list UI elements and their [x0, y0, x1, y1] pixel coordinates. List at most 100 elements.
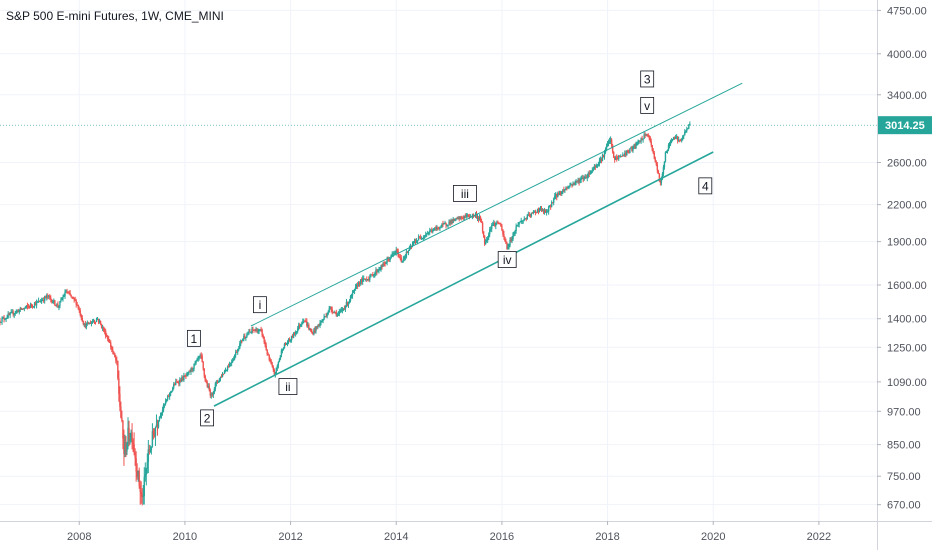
y-tick-label: 970.00 [887, 406, 921, 418]
candle-body [353, 288, 356, 291]
candle-body [11, 311, 13, 313]
candle-body [207, 386, 209, 388]
y-tick-label: 1600.00 [887, 280, 927, 292]
candle-body [90, 322, 93, 324]
wave-label-box [200, 409, 214, 427]
wave-label-text: i [259, 298, 262, 312]
candle-body [335, 312, 337, 316]
candle-body [336, 314, 339, 316]
candle-body [666, 149, 669, 151]
candle-body [62, 296, 64, 299]
candle-body [642, 138, 644, 140]
candle-body [523, 219, 525, 221]
candle-body [346, 302, 349, 305]
candle-body [267, 354, 269, 356]
candle-body [130, 432, 132, 440]
candle-body [316, 326, 318, 328]
candle-body [493, 222, 495, 225]
candle-body [506, 243, 508, 250]
candle-body [326, 314, 328, 317]
candle-body [459, 216, 461, 220]
candle-body [412, 242, 415, 245]
candle-body [576, 180, 578, 182]
candle-body [67, 292, 69, 294]
candle-body [315, 326, 317, 332]
candle-body [422, 236, 425, 239]
candle-body [196, 358, 198, 361]
wave-label-box [698, 177, 713, 195]
candle-body [484, 241, 487, 245]
candle-body [145, 468, 148, 475]
candle-body [524, 218, 526, 220]
candle-body [487, 234, 490, 239]
candle-body [610, 139, 613, 146]
candle-body [95, 319, 98, 322]
candle-body [442, 223, 444, 225]
candle-body [282, 348, 285, 351]
candle-body [451, 220, 453, 224]
wave-label: iii [453, 185, 477, 202]
candle-body [573, 183, 575, 185]
candle-body [287, 339, 290, 343]
candle-body [429, 230, 431, 233]
candle-body [508, 245, 510, 247]
candle-body [239, 343, 241, 349]
candle-body [280, 350, 283, 356]
candle-body [305, 321, 307, 323]
candle-body [677, 139, 680, 141]
candle-body [183, 375, 185, 380]
candle-body [377, 270, 379, 273]
candle-body [514, 230, 516, 234]
candle-body [175, 381, 177, 385]
candle-body [362, 278, 364, 282]
candle-body [664, 152, 667, 162]
candle-body [100, 323, 103, 328]
candle-body [379, 269, 381, 271]
candle-body [433, 228, 435, 231]
candle-body [347, 302, 350, 305]
candle-body [640, 138, 642, 142]
candle-body [241, 340, 243, 342]
candle-body [449, 221, 451, 224]
candle-body [135, 458, 137, 472]
candle-body [415, 241, 418, 243]
candle-body [526, 215, 528, 220]
candle-body [194, 362, 196, 364]
candle-body [366, 279, 368, 281]
candle-body [494, 222, 496, 226]
candle-body [301, 323, 303, 325]
candle-body [463, 215, 466, 219]
candle-body [98, 321, 101, 323]
candle-body [314, 329, 316, 332]
candle-body [649, 137, 651, 142]
candle-body [34, 303, 37, 306]
candle-body [339, 310, 342, 312]
candle-body [204, 375, 206, 381]
candle-body [462, 217, 464, 219]
candle-body [192, 368, 194, 370]
x-tick-label: 2010 [173, 531, 197, 543]
candle-body [179, 379, 181, 384]
y-tick-label: 850.00 [887, 440, 921, 452]
candle-body [25, 305, 28, 308]
candle-body [639, 140, 641, 142]
candle-body [343, 308, 346, 310]
candle-body [550, 202, 553, 207]
candle-body [148, 449, 151, 452]
candle-body [651, 144, 653, 151]
candle-body [665, 150, 668, 153]
candle-body [631, 147, 633, 151]
candle-body [108, 338, 110, 343]
candle-body [687, 128, 689, 130]
candle-body [270, 361, 272, 365]
candle-body [201, 355, 203, 363]
candle-body [432, 230, 434, 232]
candle-body [608, 140, 611, 142]
candle-body [37, 300, 40, 302]
candle-body [217, 381, 220, 383]
candle-body [245, 337, 247, 339]
candle-body [294, 331, 297, 335]
candle-body [480, 221, 483, 223]
